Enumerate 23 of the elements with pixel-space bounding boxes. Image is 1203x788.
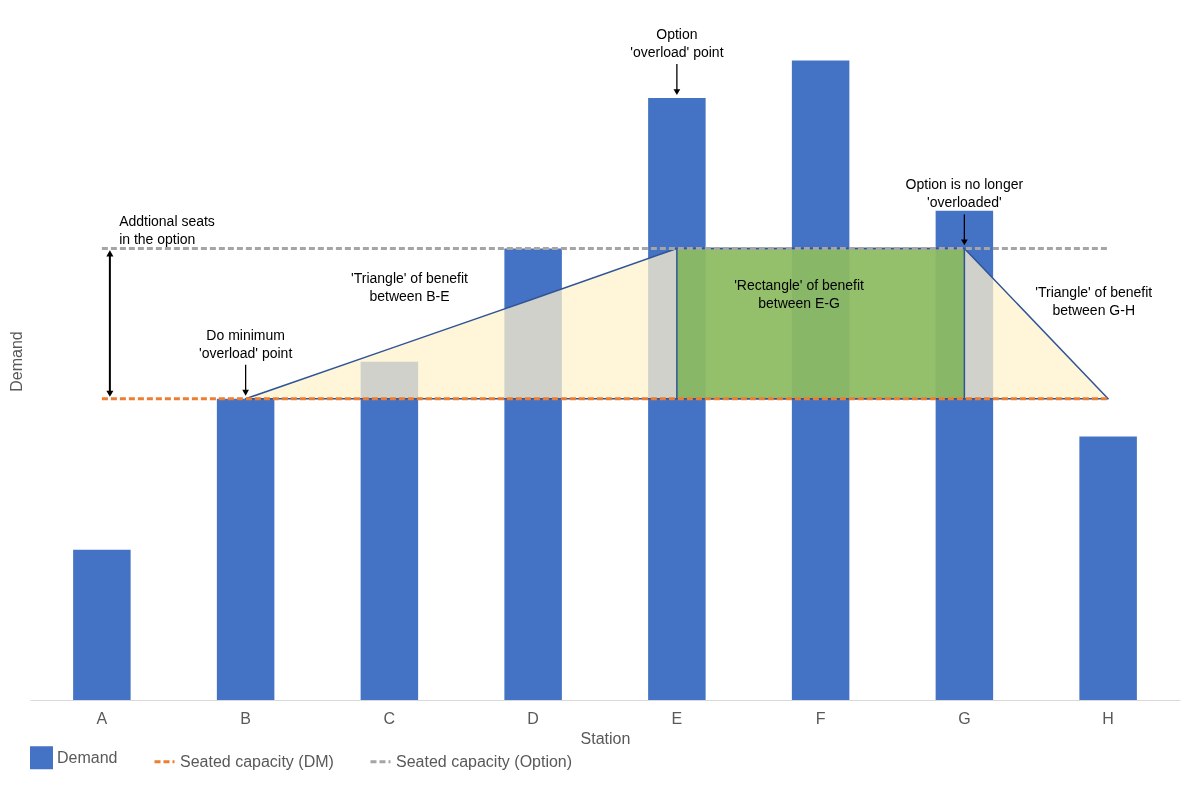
x-axis-title: Station (580, 729, 631, 747)
x-tick-label: A (96, 709, 108, 727)
legend-label: Seated capacity (Option) (396, 752, 573, 770)
annotation: Do minimum 'overload' point (198, 326, 293, 361)
x-tick-label: B (240, 709, 251, 727)
x-tick-label: G (958, 709, 971, 727)
annotation: Option 'overload' point (630, 26, 724, 61)
bar (216, 398, 275, 700)
x-tick-label: D (527, 709, 539, 727)
annotation: 'Triangle' of benefit between G-H (1035, 284, 1153, 319)
y-axis-title: Demand (7, 331, 25, 392)
legend-label: Demand (57, 748, 118, 766)
annotation: Option is no longer 'overloaded' (905, 176, 1024, 211)
legend-label: Seated capacity (DM) (180, 752, 334, 770)
x-tick-label: H (1102, 709, 1114, 727)
annotation: 'Rectangle' of benefit between E-G (734, 277, 865, 312)
annotation: Addtional seats in the option (119, 213, 215, 248)
x-tick-label: C (383, 709, 396, 727)
annotation: 'Triangle' of benefit between B-E (351, 270, 469, 305)
bar (1079, 436, 1137, 700)
x-tick-label: E (671, 709, 683, 727)
x-tick-label: F (815, 709, 826, 727)
bar (73, 549, 131, 700)
